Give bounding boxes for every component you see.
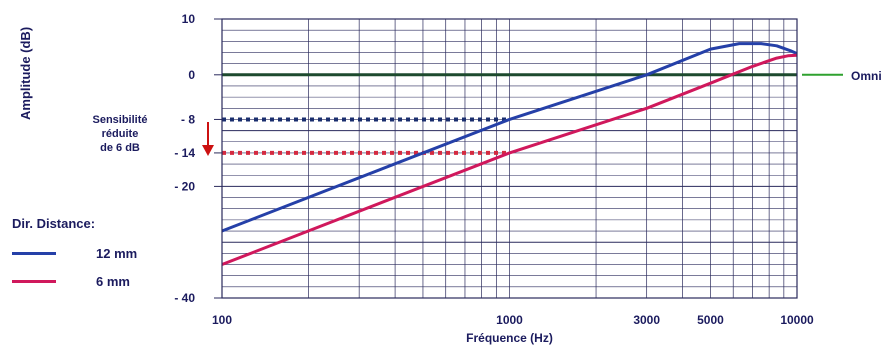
omni-label: Omni xyxy=(851,69,882,83)
sensitivity-annotation: Sensibilité réduite de 6 dB xyxy=(78,113,162,155)
y-tick-label: - 20 xyxy=(174,179,195,193)
x-tick-label: 10000 xyxy=(780,313,814,327)
legend-label-12mm: 12 mm xyxy=(96,246,138,261)
sensitivity-line-3: de 6 dB xyxy=(100,142,140,154)
axis-titles: Fréquence (Hz) xyxy=(466,331,553,345)
reference-lines xyxy=(222,73,843,155)
y-tick-label: 10 xyxy=(182,12,196,26)
x-tick-label: 100 xyxy=(212,313,232,327)
legend-item-6mm: 6 mm xyxy=(12,274,130,289)
y-axis-title: Amplitude (dB) xyxy=(18,26,33,120)
series-line-1 xyxy=(221,53,798,266)
sensitivity-line-1: Sensibilité xyxy=(92,114,148,126)
sensitivity-line-2: réduite xyxy=(101,128,139,140)
x-tick-label: 5000 xyxy=(697,313,724,327)
x-tick-label: 1000 xyxy=(496,313,523,327)
series-line-0 xyxy=(221,42,798,233)
plot-border xyxy=(221,18,798,299)
y-tick-label: - 8 xyxy=(181,112,195,126)
legend-item-12mm: 12 mm xyxy=(12,246,137,261)
y-tick-labels: 10 0 - 8 - 14 - 20 - 40 xyxy=(174,12,222,305)
x-axis-title: Fréquence (Hz) xyxy=(466,331,553,345)
legend-title: Dir. Distance: xyxy=(12,216,96,231)
plot-frame xyxy=(221,18,798,299)
sensitivity-arrow xyxy=(202,122,214,156)
y-tick-label: 0 xyxy=(188,68,195,82)
legend-swatch-6mm xyxy=(12,280,56,283)
y-tick-label: - 40 xyxy=(174,291,195,305)
legend-label-6mm: 6 mm xyxy=(96,274,130,289)
vertical-gridlines xyxy=(308,19,785,298)
legend-swatch-12mm xyxy=(12,252,56,255)
series-lines xyxy=(221,42,798,266)
x-tick-labels: 100 1000 3000 5000 10000 xyxy=(212,313,814,327)
x-tick-label: 3000 xyxy=(633,313,660,327)
arrow-head xyxy=(202,145,214,156)
y-tick-label: - 14 xyxy=(174,146,195,160)
